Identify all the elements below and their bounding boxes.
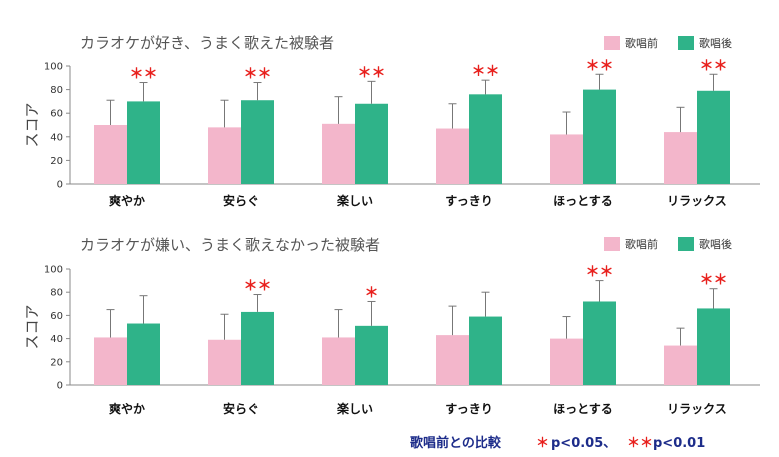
significance-marker: ＊＊: [244, 67, 272, 83]
bar-after: [355, 325, 388, 385]
footnote-label: 歌唱前との比較: [410, 435, 502, 451]
x-category-label: 爽やか: [109, 401, 145, 416]
x-category-label: 安らぐ: [223, 193, 259, 208]
y-tick-label: 80: [50, 85, 63, 96]
footnote-single-star: ＊: [536, 436, 549, 451]
legend-label-before: 歌唱前: [625, 237, 658, 251]
footnote-double-text: p<0.01: [653, 436, 705, 451]
bar-after: [697, 90, 730, 184]
y-tick-label: 100: [44, 62, 63, 73]
significance-marker: ＊＊: [358, 65, 386, 81]
significance-marker: ＊＊: [244, 279, 272, 295]
y-tick-label: 100: [44, 265, 63, 276]
bar-before: [550, 134, 583, 184]
footnote-double-star: ＊＊: [627, 436, 653, 451]
y-tick-label: 20: [50, 156, 63, 167]
legend-swatch-after: [678, 237, 694, 251]
significance-marker: ＊＊: [472, 64, 500, 80]
y-tick-label: 40: [50, 334, 63, 345]
x-category-label: 楽しい: [337, 193, 373, 208]
bar-after: [127, 323, 160, 385]
bar-before: [94, 125, 127, 184]
legend-label-before: 歌唱前: [625, 36, 658, 50]
bar-before: [322, 123, 355, 184]
x-category-label: ほっとする: [553, 194, 613, 208]
footnote-single-text: p<0.05、: [551, 436, 616, 451]
y-tick-label: 0: [57, 381, 63, 392]
x-category-label: すっきり: [445, 402, 493, 416]
bar-after: [469, 316, 502, 385]
bar-after: [241, 100, 274, 184]
legend-swatch-before: [604, 36, 620, 50]
x-category-label: リラックス: [667, 402, 727, 416]
x-category-label: 楽しい: [337, 401, 373, 416]
x-category-label: 安らぐ: [223, 401, 259, 416]
y-axis-label: スコア: [23, 304, 41, 349]
y-tick-label: 60: [50, 311, 63, 322]
legend-swatch-before: [604, 237, 620, 251]
significance-marker: ＊＊: [700, 273, 728, 289]
x-category-label: リラックス: [667, 194, 727, 208]
y-tick-label: 40: [50, 132, 63, 143]
significance-marker: ＊＊: [586, 58, 614, 74]
y-tick-label: 60: [50, 109, 63, 120]
bar-after: [583, 89, 616, 184]
y-tick-label: 80: [50, 288, 63, 299]
bar-before: [94, 337, 127, 385]
bar-before: [664, 345, 697, 385]
y-tick-label: 0: [57, 180, 63, 191]
bar-before: [208, 339, 241, 385]
chart-title: カラオケが好き、うまく歌えた被験者: [80, 34, 334, 52]
bar-before: [322, 337, 355, 385]
bar-after: [127, 101, 160, 184]
bar-before: [550, 338, 583, 385]
significance-marker: ＊＊: [130, 67, 158, 83]
y-axis-label: スコア: [23, 102, 41, 147]
significance-marker: ＊: [365, 285, 379, 301]
x-category-label: 爽やか: [109, 193, 145, 208]
bar-before: [664, 132, 697, 184]
bar-before: [208, 127, 241, 184]
y-tick-label: 20: [50, 357, 63, 368]
bar-after: [697, 308, 730, 385]
bar-after: [583, 301, 616, 385]
legend-label-after: 歌唱後: [699, 237, 732, 251]
bar-after: [469, 94, 502, 184]
x-category-label: ほっとする: [553, 402, 613, 416]
chart-title: カラオケが嫌い、うまく歌えなかった被験者: [80, 236, 380, 254]
significance-marker: ＊＊: [700, 58, 728, 74]
legend-label-after: 歌唱後: [699, 36, 732, 50]
bar-after: [241, 311, 274, 385]
bar-after: [355, 103, 388, 184]
significance-marker: ＊＊: [586, 265, 614, 281]
x-category-label: すっきり: [445, 194, 493, 208]
bar-before: [436, 128, 469, 184]
legend-swatch-after: [678, 36, 694, 50]
bar-before: [436, 335, 469, 385]
